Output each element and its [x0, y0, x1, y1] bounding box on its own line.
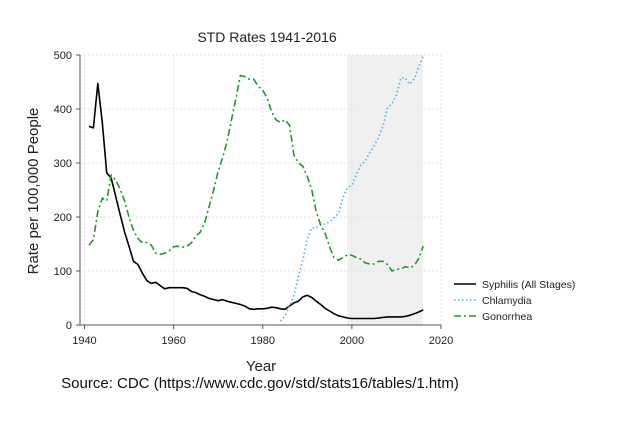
- legend-label: Gonorrhea: [482, 311, 532, 323]
- y-tick-label: 300: [54, 158, 72, 170]
- x-axis-label: Year: [246, 358, 276, 375]
- x-tick-label: 1940: [72, 335, 96, 347]
- legend: Syphilis (All Stages) Chlamydia Gonorrhea: [454, 279, 575, 323]
- series-line-chlamydia: [279, 55, 424, 322]
- x-tick-label: 2020: [429, 335, 453, 347]
- y-tick-label: 0: [66, 320, 72, 332]
- y-tick-label: 500: [54, 50, 72, 62]
- legend-label: Syphilis (All Stages): [482, 279, 575, 291]
- chart-title: STD Rates 1941-2016: [197, 29, 337, 45]
- y-tick-label: 200: [54, 212, 72, 224]
- x-tick-label: 1960: [161, 335, 185, 347]
- y-tick-label: 100: [54, 266, 72, 278]
- y-axis-label: Rate per 100,000 People: [25, 108, 42, 275]
- legend-label: Chlamydia: [482, 295, 532, 307]
- x-tick-label: 2000: [340, 335, 364, 347]
- y-tick-label: 400: [54, 104, 72, 116]
- axes: 0 100 200 300 400 500 1940 1960 1980 2000 2020: [54, 50, 454, 347]
- shaded-region: [347, 55, 424, 325]
- series-layer: [88, 55, 424, 322]
- x-tick-label: 1980: [250, 335, 274, 347]
- source-caption: Source: CDC (https://www.cdc.gov/std/sta…: [61, 375, 459, 392]
- series-line-syphilis-all-stages: [88, 82, 424, 320]
- series-line-gonorrhea: [88, 74, 424, 272]
